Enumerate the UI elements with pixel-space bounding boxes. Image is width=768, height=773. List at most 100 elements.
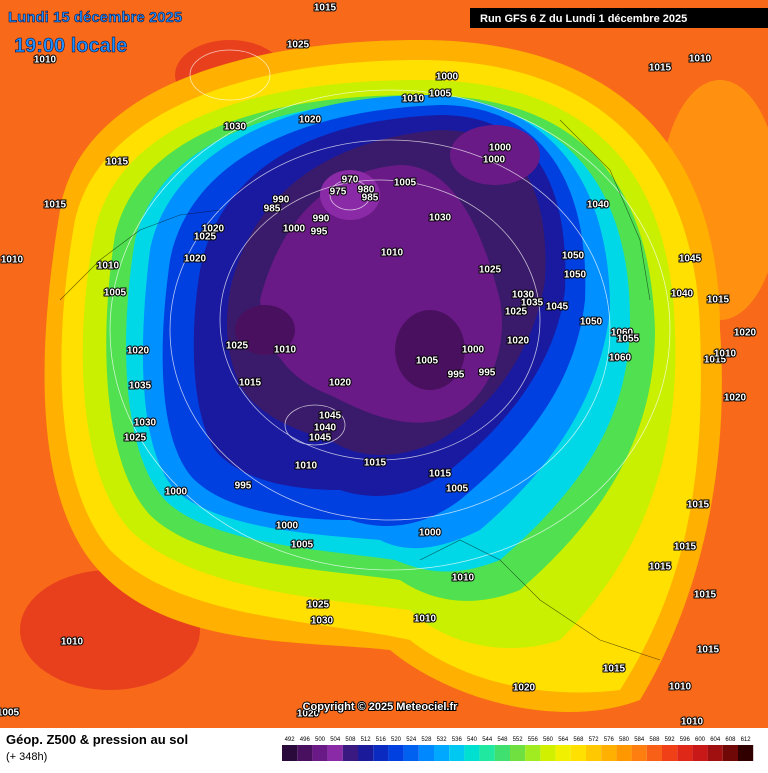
isobar-label: 1050 — [562, 251, 585, 262]
scale-label: 588 — [649, 737, 660, 743]
isobar-label: 1030 — [224, 122, 247, 133]
isobar-label: 1025 — [479, 265, 502, 276]
scale-label: 576 — [604, 737, 615, 743]
isobar-label: 1020 — [299, 115, 322, 126]
isobar-label: 1010 — [1, 255, 24, 266]
isobar-label: 1010 — [402, 94, 425, 105]
isobar-label: 1000 — [489, 143, 512, 154]
footer-lead: (+ 348h) — [6, 751, 47, 763]
scale-cell — [418, 745, 434, 761]
scale-label: 524 — [406, 737, 417, 743]
scale-label: 580 — [619, 737, 630, 743]
isobar-label: 990 — [273, 195, 290, 206]
time: 19:00 locale — [14, 35, 127, 57]
isobar-label: 1040 — [314, 423, 337, 434]
isobar-label: 1020 — [734, 328, 757, 339]
scale-label: 556 — [528, 737, 539, 743]
scale-label: 564 — [558, 737, 569, 743]
isobar-label: 1015 — [364, 458, 387, 469]
isobars — [109, 49, 671, 571]
isobar-label: 1030 — [512, 290, 535, 301]
isobar-label: 1000 — [436, 72, 459, 83]
scale-cell — [616, 745, 632, 761]
scale-label: 520 — [391, 737, 402, 743]
isobar-label: 1000 — [276, 521, 299, 532]
scale-label: 512 — [361, 737, 372, 743]
scale-label: 600 — [695, 737, 706, 743]
isobar-label: 1035 — [521, 298, 544, 309]
isobar-label: 1010 — [681, 717, 704, 728]
isobar-label: 1015 — [707, 295, 730, 306]
isobar-label: 1025 — [226, 341, 249, 352]
isobar-label: 1030 — [134, 418, 157, 429]
scale-label: 540 — [467, 737, 478, 743]
isobar-label: 1055 — [617, 334, 640, 345]
isobar-label: 1015 — [603, 664, 626, 675]
isobar-label: 1020 — [202, 224, 225, 235]
isobar-label: 1000 — [165, 487, 188, 498]
isobar-label: 1015 — [674, 542, 697, 553]
scale-cell — [403, 745, 419, 761]
isobar-label: 1025 — [194, 232, 217, 243]
scale-label: 528 — [421, 737, 432, 743]
scale-cell — [510, 745, 526, 761]
scale-cell — [282, 745, 298, 761]
isobar-label: 1010 — [381, 248, 404, 259]
scale-cell — [297, 745, 313, 761]
isobar-label: 1060 — [609, 353, 632, 364]
isobar-label: 1015 — [429, 469, 452, 480]
scale-cell — [494, 745, 510, 761]
isobar-label: 1010 — [689, 54, 712, 65]
scale-cell — [464, 745, 480, 761]
scale-cell — [631, 745, 647, 761]
scale-label: 548 — [497, 737, 508, 743]
scale-label: 584 — [634, 737, 645, 743]
scale-label: 536 — [452, 737, 463, 743]
scale-cell — [722, 745, 738, 761]
zone — [235, 305, 295, 355]
scale-label: 568 — [573, 737, 584, 743]
isobar-label: 985 — [362, 193, 379, 204]
isobar-label: 1045 — [309, 433, 332, 444]
isobar-label: 1015 — [106, 157, 129, 168]
isobar-label: 1015 — [697, 645, 720, 656]
isobar-label: 1015 — [687, 500, 710, 511]
isobar-label: 1005 — [416, 356, 439, 367]
isobar-label: 1010 — [274, 345, 297, 356]
isobar-label: 1005 — [394, 178, 417, 189]
color-scale: 492 496 500 504 508 512 516 520 524 528 532 536 540 5… — [282, 737, 754, 761]
scale-cell — [540, 745, 556, 761]
isobar-label: 1000 — [483, 155, 506, 166]
isobar-label: 1010 — [295, 461, 318, 472]
isobar-label: 985 — [264, 204, 281, 215]
scale-cell — [373, 745, 389, 761]
isobar-label: 1020 — [127, 346, 150, 357]
isobar-label: 1020 — [329, 378, 352, 389]
scale-label: 560 — [543, 737, 554, 743]
scale-label: 492 — [285, 737, 296, 743]
scale-cell — [312, 745, 328, 761]
footer-title: Géop. Z500 & pression au sol — [6, 732, 188, 747]
isobar-label: 1020 — [513, 683, 536, 694]
zone — [320, 170, 380, 220]
isobar-label: 1045 — [319, 411, 342, 422]
isobar-label: 1060 — [611, 328, 634, 339]
isobar-label: 995 — [448, 370, 465, 381]
isobar-labels: 1015 1025 1010 1030 1020 1015 1015 1010 1010 1005… — [0, 2, 758, 729]
isobar-label: 1020 — [184, 254, 207, 265]
isobar-label: 1000 — [462, 345, 485, 356]
scale-label: 596 — [680, 737, 691, 743]
scale-cell — [479, 745, 495, 761]
scale-cell — [586, 745, 602, 761]
scale-cell — [388, 745, 404, 761]
isobar-label: 1025 — [505, 307, 528, 318]
isobar-label: 1015 — [44, 200, 67, 211]
isobar-label: 1010 — [669, 682, 692, 693]
scale-cell — [525, 745, 541, 761]
isobar-label: 1005 — [0, 708, 20, 719]
scale-label: 516 — [376, 737, 387, 743]
scale-label: 612 — [741, 737, 752, 743]
zone — [450, 125, 540, 185]
isobar-label: 1015 — [649, 63, 672, 74]
